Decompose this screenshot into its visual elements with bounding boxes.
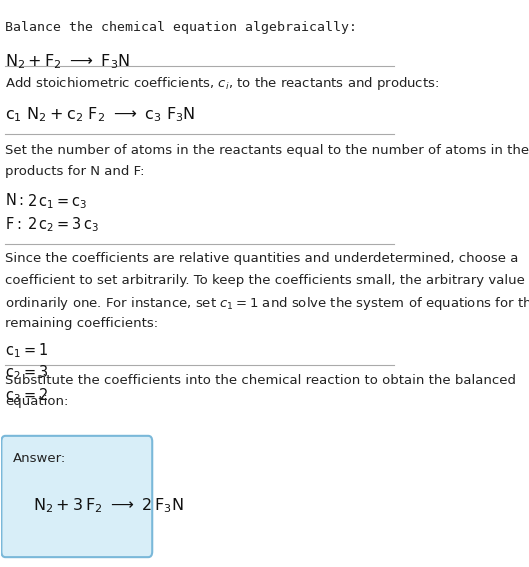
Text: $\mathrm{N:}$: $\mathrm{N:}$ [5,192,24,208]
FancyBboxPatch shape [2,436,152,557]
Text: $\mathrm{c_1 = 1}$: $\mathrm{c_1 = 1}$ [5,341,48,359]
Text: $\mathrm{N_2 + 3\,F_2 \ {\longrightarrow}\ 2\,F_3N}$: $\mathrm{N_2 + 3\,F_2 \ {\longrightarrow… [33,496,184,515]
Text: Substitute the coefficients into the chemical reaction to obtain the balanced: Substitute the coefficients into the che… [5,374,516,387]
Text: Add stoichiometric coefficients, $c_i$, to the reactants and products:: Add stoichiometric coefficients, $c_i$, … [5,75,440,92]
Text: $\mathrm{2\,c_1 = c_3}$: $\mathrm{2\,c_1 = c_3}$ [27,192,88,211]
Text: products for N and F:: products for N and F: [5,165,145,178]
Text: Answer:: Answer: [13,452,67,464]
Text: remaining coefficients:: remaining coefficients: [5,317,159,330]
Text: $\mathrm{c_2 = 3}$: $\mathrm{c_2 = 3}$ [5,363,49,382]
Text: $\mathrm{N_2 + F_2 \ {\longrightarrow}\ F_3N}$: $\mathrm{N_2 + F_2 \ {\longrightarrow}\ … [5,52,131,71]
Text: equation:: equation: [5,395,69,408]
Text: ordinarily one. For instance, set $c_1 = 1$ and solve the system of equations fo: ordinarily one. For instance, set $c_1 =… [5,295,529,312]
Text: Since the coefficients are relative quantities and underdetermined, choose a: Since the coefficients are relative quan… [5,252,519,265]
Text: $\mathrm{2\,c_2 = 3\,c_3}$: $\mathrm{2\,c_2 = 3\,c_3}$ [27,216,99,235]
Text: Balance the chemical equation algebraically:: Balance the chemical equation algebraica… [5,21,358,34]
Text: $\mathrm{c_1\ N_2 + c_2\ F_2 \ {\longrightarrow}\ c_3\ F_3N}$: $\mathrm{c_1\ N_2 + c_2\ F_2 \ {\longrig… [5,106,196,125]
Text: $\mathrm{c_3 = 2}$: $\mathrm{c_3 = 2}$ [5,386,48,405]
Text: Set the number of atoms in the reactants equal to the number of atoms in the: Set the number of atoms in the reactants… [5,143,529,156]
Text: coefficient to set arbitrarily. To keep the coefficients small, the arbitrary va: coefficient to set arbitrarily. To keep … [5,274,529,287]
Text: $\mathrm{F:}$: $\mathrm{F:}$ [5,216,22,232]
